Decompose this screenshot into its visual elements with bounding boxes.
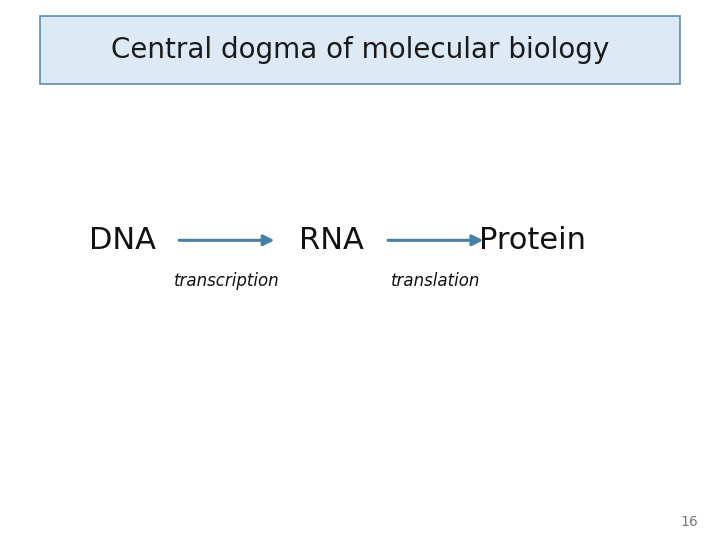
Text: RNA: RNA — [299, 226, 364, 255]
Text: Central dogma of molecular biology: Central dogma of molecular biology — [111, 36, 609, 64]
Text: DNA: DNA — [89, 226, 156, 255]
Text: 16: 16 — [680, 515, 698, 529]
Text: Protein: Protein — [480, 226, 586, 255]
FancyBboxPatch shape — [40, 16, 680, 84]
Text: translation: translation — [391, 272, 480, 290]
Text: transcription: transcription — [174, 272, 279, 290]
